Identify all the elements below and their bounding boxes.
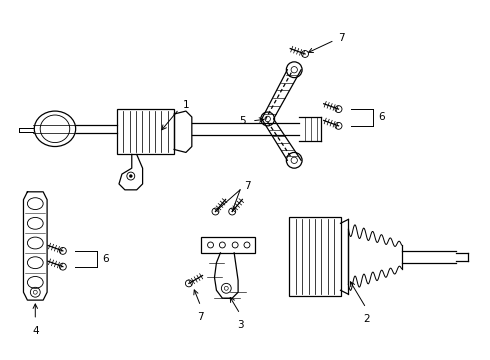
Bar (201, 237, 255, 253)
Bar (289, 217, 341, 296)
Text: 6: 6 (102, 254, 109, 264)
Text: 2: 2 (363, 314, 369, 324)
Text: 6: 6 (378, 112, 385, 122)
Text: 5: 5 (239, 116, 246, 126)
Bar (117, 109, 174, 154)
Circle shape (129, 175, 132, 177)
Text: 7: 7 (197, 312, 204, 322)
Text: 3: 3 (237, 320, 244, 330)
Text: 7: 7 (244, 181, 251, 191)
Text: 7: 7 (339, 33, 345, 43)
Text: 4: 4 (32, 326, 39, 336)
Text: 1: 1 (183, 100, 190, 110)
